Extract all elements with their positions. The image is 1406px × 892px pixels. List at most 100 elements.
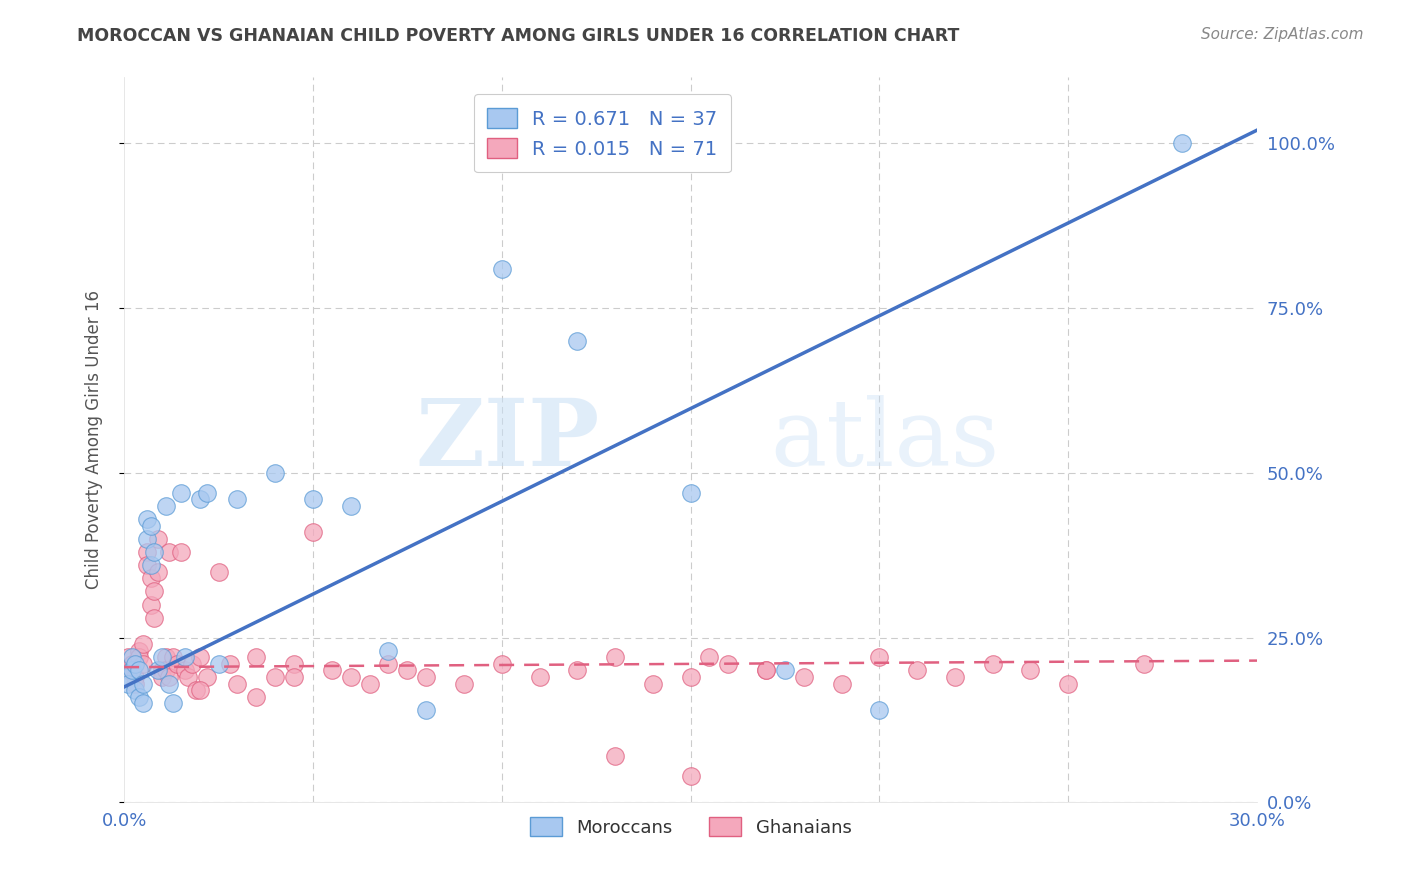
Text: atlas: atlas: [770, 395, 1000, 485]
Point: [943, 670, 966, 684]
Point: [173, 664, 195, 678]
Point: [245, 650, 267, 665]
Text: ZIP: ZIP: [416, 395, 600, 485]
Point: [529, 670, 551, 684]
Point: [415, 703, 437, 717]
Point: [166, 657, 188, 671]
Point: [339, 499, 361, 513]
Point: [117, 664, 139, 678]
Point: [121, 664, 143, 678]
Point: [128, 650, 150, 665]
Point: [159, 676, 181, 690]
Point: [679, 485, 702, 500]
Point: [603, 650, 626, 665]
Point: [188, 683, 211, 698]
Point: [453, 676, 475, 690]
Point: [415, 670, 437, 684]
Legend: Moroccans, Ghanaians: Moroccans, Ghanaians: [522, 810, 859, 844]
Point: [146, 532, 169, 546]
Point: [170, 545, 193, 559]
Point: [717, 657, 740, 671]
Point: [377, 643, 399, 657]
Point: [491, 657, 513, 671]
Point: [135, 558, 157, 572]
Point: [359, 676, 381, 690]
Point: [139, 558, 162, 572]
Point: [128, 690, 150, 704]
Point: [226, 492, 249, 507]
Point: [128, 664, 150, 678]
Point: [162, 697, 184, 711]
Point: [117, 650, 139, 665]
Point: [162, 650, 184, 665]
Point: [143, 545, 166, 559]
Point: [146, 664, 169, 678]
Point: [124, 683, 146, 698]
Point: [155, 499, 177, 513]
Point: [150, 664, 173, 678]
Point: [283, 670, 305, 684]
Point: [155, 650, 177, 665]
Point: [868, 650, 890, 665]
Point: [491, 261, 513, 276]
Point: [143, 584, 166, 599]
Point: [177, 670, 200, 684]
Point: [207, 657, 229, 671]
Point: [146, 565, 169, 579]
Point: [339, 670, 361, 684]
Point: [302, 525, 325, 540]
Point: [124, 676, 146, 690]
Point: [755, 664, 778, 678]
Point: [135, 532, 157, 546]
Point: [699, 650, 721, 665]
Point: [188, 492, 211, 507]
Point: [188, 650, 211, 665]
Text: Source: ZipAtlas.com: Source: ZipAtlas.com: [1201, 27, 1364, 42]
Point: [117, 670, 139, 684]
Point: [132, 657, 155, 671]
Point: [679, 670, 702, 684]
Point: [567, 664, 589, 678]
Point: [143, 611, 166, 625]
Point: [567, 334, 589, 348]
Point: [981, 657, 1004, 671]
Text: MOROCCAN VS GHANAIAN CHILD POVERTY AMONG GIRLS UNDER 16 CORRELATION CHART: MOROCCAN VS GHANAIAN CHILD POVERTY AMONG…: [77, 27, 960, 45]
Point: [135, 512, 157, 526]
Point: [135, 545, 157, 559]
Point: [641, 676, 664, 690]
Point: [159, 545, 181, 559]
Point: [139, 518, 162, 533]
Point: [124, 657, 146, 671]
Point: [1132, 657, 1154, 671]
Point: [264, 466, 287, 480]
Y-axis label: Child Poverty Among Girls Under 16: Child Poverty Among Girls Under 16: [86, 291, 103, 590]
Point: [121, 664, 143, 678]
Point: [132, 637, 155, 651]
Point: [679, 769, 702, 783]
Point: [132, 697, 155, 711]
Point: [321, 664, 343, 678]
Point: [283, 657, 305, 671]
Point: [302, 492, 325, 507]
Point: [226, 676, 249, 690]
Point: [117, 676, 139, 690]
Point: [377, 657, 399, 671]
Point: [121, 657, 143, 671]
Point: [173, 650, 195, 665]
Point: [1057, 676, 1080, 690]
Point: [1019, 664, 1042, 678]
Point: [150, 670, 173, 684]
Point: [181, 657, 204, 671]
Point: [150, 650, 173, 665]
Point: [264, 670, 287, 684]
Point: [245, 690, 267, 704]
Point: [139, 598, 162, 612]
Point: [124, 670, 146, 684]
Point: [159, 670, 181, 684]
Point: [1170, 136, 1192, 151]
Point: [207, 565, 229, 579]
Point: [121, 650, 143, 665]
Point: [195, 670, 218, 684]
Point: [195, 485, 218, 500]
Point: [773, 664, 796, 678]
